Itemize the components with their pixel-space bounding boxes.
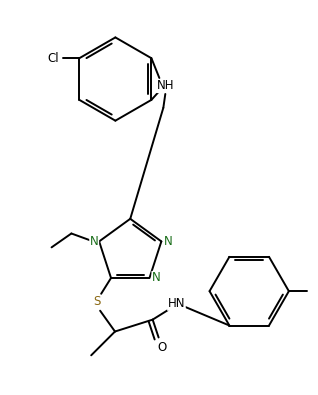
Text: N: N <box>90 235 99 248</box>
Text: Cl: Cl <box>48 52 59 65</box>
Text: NH: NH <box>156 79 174 92</box>
Text: N: N <box>164 235 173 248</box>
Text: HN: HN <box>168 297 185 310</box>
Text: N: N <box>152 271 161 284</box>
Text: S: S <box>93 295 101 308</box>
Text: O: O <box>157 341 166 354</box>
